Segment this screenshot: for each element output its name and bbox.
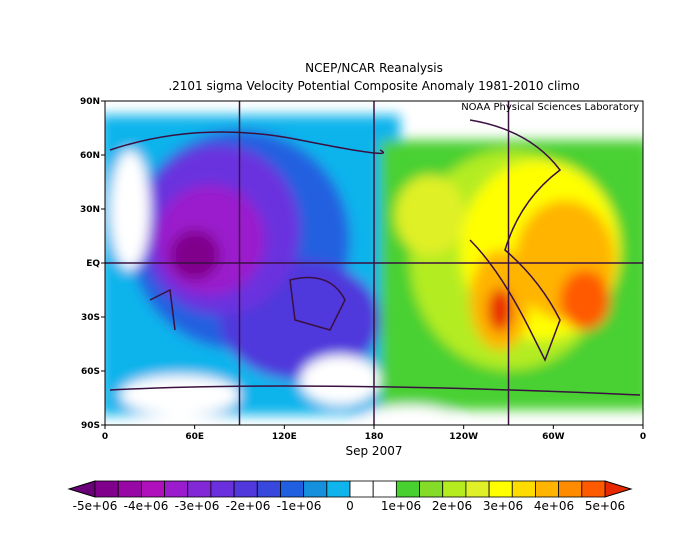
field xyxy=(105,101,643,425)
lat-tick-label: 60S xyxy=(81,367,100,377)
colorbar-label: 1e+06 xyxy=(381,499,421,513)
lat-tick-label: EQ xyxy=(86,259,100,269)
lat-tick-label: 60N xyxy=(80,151,100,161)
colorbar-segment xyxy=(164,480,189,498)
lon-tick-label: 120E xyxy=(272,432,297,442)
lon-tick-label: 180 xyxy=(365,432,384,442)
lat-tick-label: 30N xyxy=(80,205,100,215)
colorbar-segment xyxy=(303,480,328,498)
colorbar-label: -3e+06 xyxy=(175,499,220,513)
colorbar-segment xyxy=(280,480,305,498)
colorbar-label: -5e+06 xyxy=(73,499,118,513)
ticks: 0 60E 120E 180 120W 60W 0 90N 60N 30N EQ 30S 60S 90S xyxy=(80,97,646,442)
colorbar-segment xyxy=(465,480,490,498)
colorbar-segment xyxy=(442,480,467,498)
lat-tick-label: 90N xyxy=(80,97,100,107)
credit: NOAA Physical Sciences Laboratory xyxy=(461,102,639,113)
colorbar-segment xyxy=(535,480,560,498)
subtitle: .2101 sigma Velocity Potential Composite… xyxy=(168,79,579,93)
colorbar-label: -4e+06 xyxy=(124,499,169,513)
colorbar-segment xyxy=(326,480,351,498)
lon-tick-label: 120W xyxy=(449,432,478,442)
grid xyxy=(105,101,643,425)
colorbar-segment xyxy=(349,480,374,498)
colorbar-segment xyxy=(140,480,165,498)
colorbar-label: -2e+06 xyxy=(226,499,271,513)
colorbar-segment xyxy=(187,480,212,498)
colorbar-label: 5e+06 xyxy=(585,499,625,513)
colorbar-segment xyxy=(94,480,119,498)
colorbar-segment xyxy=(511,480,536,498)
colorbar-segment xyxy=(488,480,513,498)
lon-tick-label: 60W xyxy=(542,432,565,442)
lon-tick-label: 0 xyxy=(640,432,646,442)
colorbar-label: 2e+06 xyxy=(432,499,472,513)
colorbar-label: 4e+06 xyxy=(534,499,574,513)
x-label: Sep 2007 xyxy=(346,444,403,458)
colorbar-segment xyxy=(117,480,142,498)
coastline xyxy=(109,119,641,396)
lon-tick-label: 60E xyxy=(185,432,204,442)
colorbar-arrow xyxy=(604,480,633,498)
colorbar-segment xyxy=(372,480,397,498)
colorbar-segment xyxy=(210,480,235,498)
title: NCEP/NCAR Reanalysis xyxy=(305,61,443,75)
colorbar-label: 3e+06 xyxy=(483,499,523,513)
colorbar-label: 0 xyxy=(346,499,354,513)
colorbar-segment xyxy=(256,480,281,498)
lat-tick-label: 90S xyxy=(81,421,100,431)
colorbar-segment xyxy=(233,480,258,498)
colorbar-arrow xyxy=(67,480,96,498)
colorbar-label: -1e+06 xyxy=(277,499,322,513)
lon-tick-label: 0 xyxy=(102,432,108,442)
lat-tick-label: 30S xyxy=(81,313,100,323)
colorbar-segment xyxy=(419,480,444,498)
colorbar: -5e+06 -4e+06 -3e+06 -2e+06 -1e+06 0 1e+06 2e+0… xyxy=(67,480,633,513)
colorbar-segment xyxy=(581,480,606,498)
colorbar-segment xyxy=(558,480,583,498)
colorbar-segment xyxy=(395,480,420,498)
